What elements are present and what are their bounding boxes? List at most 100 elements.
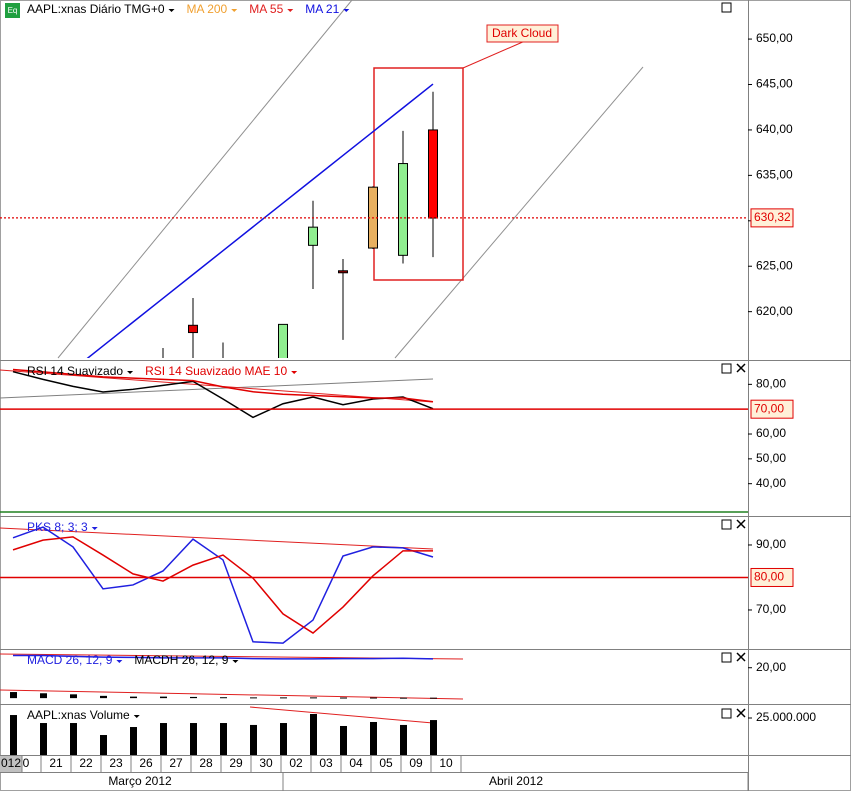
bar (100, 695, 107, 699)
y-tick-label: 80,00 (756, 377, 786, 391)
legend-entry: MACD 26, 12, 9 (27, 653, 113, 667)
close-button[interactable] (736, 519, 746, 529)
bar (220, 697, 227, 699)
trend-line (0, 378, 434, 399)
series-line (12, 536, 433, 634)
panel-4 (10, 713, 437, 755)
legend-dropdown (287, 9, 294, 12)
x-tick-label: 27 (169, 756, 183, 770)
legend-entry: MACDH 26, 12, 9 (134, 653, 228, 667)
bar (340, 725, 347, 755)
y-tick-label: 640,00 (756, 122, 793, 136)
annotation-label-box (486, 24, 559, 43)
panel-1 (12, 368, 434, 419)
x-tick-label: 02 (289, 756, 303, 770)
bar (190, 696, 197, 699)
series-line (86, 83, 434, 358)
bar (10, 715, 17, 755)
x-tick-highlight (0, 756, 22, 772)
x-tick-label: 04 (349, 756, 363, 770)
legend-dropdown (232, 660, 239, 663)
legend-dropdown (343, 9, 350, 12)
bar (190, 723, 197, 755)
icon-label: Eq (8, 6, 18, 15)
series-line (12, 368, 434, 403)
close-button[interactable] (736, 708, 746, 718)
x-tick-label: 23 (109, 756, 123, 770)
maximize-button[interactable] (721, 2, 732, 13)
bar (220, 723, 227, 755)
candle-body (338, 270, 348, 274)
series-line (12, 526, 434, 644)
x-tick-label: 30 (259, 756, 273, 770)
y-tick-label: 90,00 (756, 537, 786, 551)
y-tick-label: 40,00 (756, 476, 786, 490)
y-tick-label: 635,00 (756, 168, 793, 182)
bar (10, 692, 17, 699)
legend-dropdown (291, 371, 298, 374)
bar (70, 723, 77, 755)
bar (70, 694, 77, 699)
x-tick-label: 03 (319, 756, 333, 770)
candle-body (278, 323, 288, 358)
legend-entry: AAPL:xnas Diário TMG+0 (27, 2, 165, 16)
x-tick-label: 09 (409, 756, 423, 770)
bar (160, 723, 167, 755)
x-tick-label: 22 (79, 756, 93, 770)
legend-entry: AAPL:xnas Volume (27, 708, 130, 722)
legend-dropdown (116, 660, 123, 663)
maximize-button[interactable] (721, 363, 732, 374)
maximize-button[interactable] (721, 652, 732, 663)
channel-line (394, 66, 644, 359)
x-tick-label: 21 (49, 756, 63, 770)
y-tick-label: 625,00 (756, 258, 793, 272)
bar (430, 697, 437, 699)
icon (5, 3, 20, 18)
bar (250, 724, 257, 755)
bar (40, 693, 47, 699)
close-button[interactable] (736, 363, 746, 373)
bar (100, 735, 107, 755)
close-button[interactable] (736, 652, 746, 662)
bar (430, 720, 437, 755)
candle-body (188, 324, 198, 334)
y-tick-label: 620,00 (756, 304, 793, 318)
bar (400, 697, 407, 699)
reference-label: 70,00 (754, 401, 784, 415)
y-tick-label: 20,00 (756, 660, 786, 674)
bar (280, 697, 287, 699)
bar (280, 723, 287, 755)
candle-body (428, 129, 438, 219)
bar (40, 723, 47, 755)
annotation-connector (462, 40, 526, 69)
bar (400, 724, 407, 755)
legend-entry: MA 55 (249, 2, 283, 16)
y-tick-label: 50,00 (756, 451, 786, 465)
reference-label: 630,32 (754, 210, 791, 224)
candle-body (308, 226, 318, 246)
trend-line (0, 527, 434, 550)
bar (310, 713, 317, 755)
x-tick-label: 012 (1, 756, 21, 770)
legend-entry: RSI 14 Suavizado (27, 364, 123, 378)
legend-dropdown (168, 9, 175, 12)
annotation-box (373, 67, 464, 281)
series-line (13, 654, 434, 660)
x-tick-label: 10 (439, 756, 453, 770)
reference-label-box (750, 208, 794, 228)
legend-dropdown (231, 9, 238, 12)
y-tick-label: 70,00 (756, 602, 786, 616)
legend-entry: MA 21 (305, 2, 339, 16)
trend-line (0, 689, 464, 700)
annotation-label: Dark Cloud (492, 26, 552, 40)
y-tick-label: 650,00 (756, 31, 793, 45)
maximize-button[interactable] (721, 519, 732, 530)
channel-line (57, 0, 353, 359)
reference-label-box (750, 567, 794, 587)
bar (340, 697, 347, 699)
y-tick-label: 60,00 (756, 426, 786, 440)
y-tick-label: 645,00 (756, 77, 793, 91)
maximize-button[interactable] (721, 708, 732, 719)
